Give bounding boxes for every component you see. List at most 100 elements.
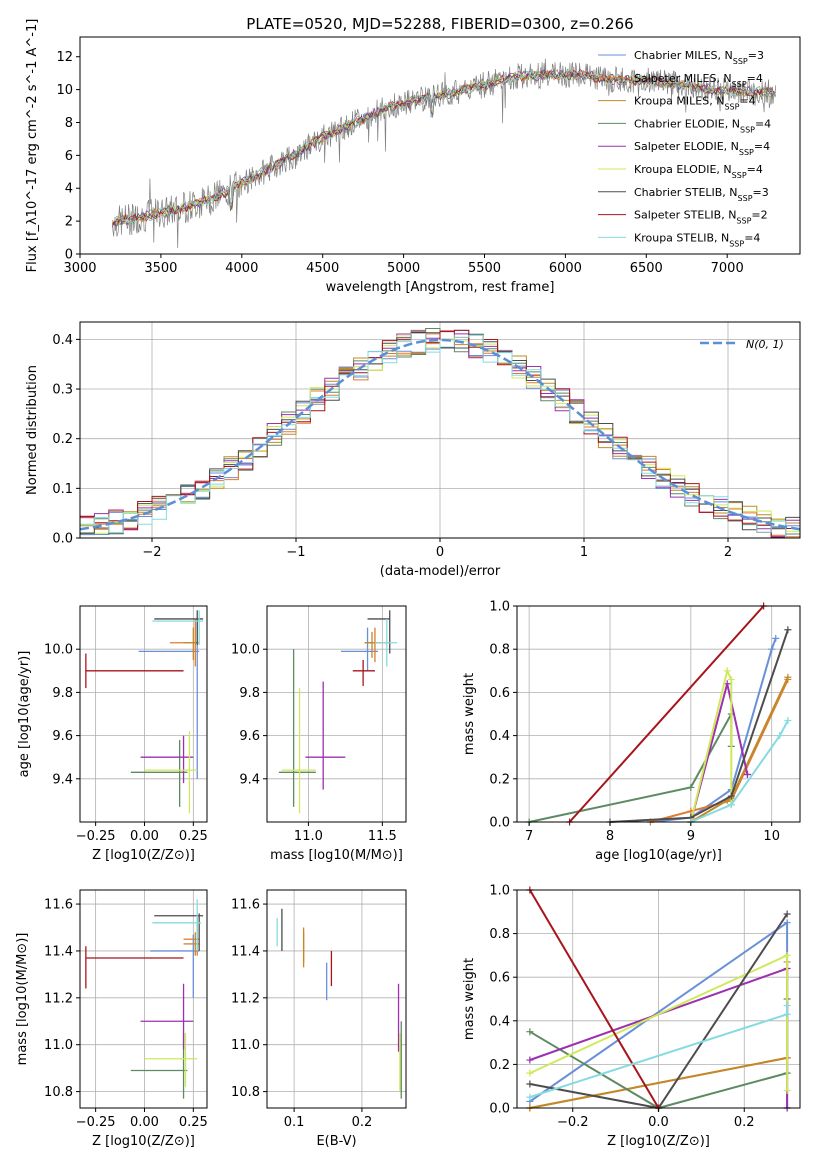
weight-point bbox=[526, 1080, 534, 1088]
errorbar-kroupa-stelib bbox=[152, 610, 204, 645]
weight-point bbox=[723, 667, 731, 675]
y-axis-label: mass weight bbox=[462, 958, 477, 1040]
y-axis-label: age [log10(age/yr)] bbox=[17, 651, 32, 778]
spectrum-panel: 3000 3500 4000 4500 5000 5500 6000 6500 7000 0 2 4 6… bbox=[25, 19, 801, 295]
weight-point bbox=[727, 675, 735, 683]
axes-frame bbox=[266, 605, 407, 823]
legend-label: Chabrier ELODIE, NSSP=4 bbox=[634, 117, 771, 133]
y-axis-label: mass weight bbox=[462, 673, 477, 755]
y-tick-label: 6 bbox=[65, 149, 73, 164]
axes-frame bbox=[516, 605, 801, 823]
y-tick-label: 11.4 bbox=[44, 944, 73, 959]
x-tick-label: 0.1 bbox=[284, 1115, 305, 1130]
y-axis-label: Normed distribution bbox=[25, 365, 40, 495]
weight-point bbox=[526, 1028, 534, 1036]
x-tick-label: 10 bbox=[763, 829, 780, 844]
model-spectrum-chabrier-elodie bbox=[112, 68, 776, 226]
errorbar-kroupa-elodie bbox=[144, 1032, 198, 1087]
x-tick-label: 0.25 bbox=[179, 1115, 208, 1130]
y-tick-label: 0.2 bbox=[52, 432, 73, 447]
weight-vs-age-panel: 7 8 9 10 0.0 0.2 0.4 0.6 0.8 1.0 age [log10(age/yr… bbox=[462, 600, 801, 863]
y-tick-label: 8 bbox=[65, 116, 73, 131]
weights-kroupa-miles bbox=[687, 673, 792, 826]
errorbar-chabrier-elodie bbox=[278, 649, 316, 807]
age-vs-mass-panel: 11.0 11.5 9.4 9.6 9.8 10.0 mass [log10(M/M⊙)] bbox=[231, 605, 407, 863]
errorbar-chabrier-stelib bbox=[154, 610, 204, 645]
weights-kroupa-stelib bbox=[526, 1002, 791, 1101]
errorbar-chabrier-stelib bbox=[367, 610, 391, 654]
errorbar-salpeter-stelib bbox=[352, 660, 375, 686]
errorbar-salpeter-stelib bbox=[85, 653, 184, 689]
errorbar-kroupa-miles bbox=[183, 627, 198, 660]
weight-point bbox=[743, 770, 751, 778]
x-axis-label: wavelength [Angstrom, rest frame] bbox=[326, 280, 555, 295]
weight-point bbox=[783, 919, 791, 927]
y-tick-label: 0.0 bbox=[489, 816, 510, 831]
weight-line bbox=[528, 713, 733, 823]
x-axis-label: Z [log10(Z/Z⊙)] bbox=[607, 1134, 710, 1149]
axes-frame bbox=[79, 605, 208, 823]
x-axis-label: mass [log10(M/M⊙)] bbox=[270, 848, 403, 863]
errorbar-chabrier-miles bbox=[138, 618, 200, 779]
y-tick-label: 11.2 bbox=[44, 991, 73, 1006]
legend-label: Kroupa ELODIE, NSSP=4 bbox=[634, 163, 763, 180]
legend-label: Kroupa STELIB, NSSP=4 bbox=[634, 231, 760, 248]
weight-point bbox=[784, 673, 792, 681]
errorbar-kroupa-stelib bbox=[374, 618, 398, 667]
errorbar-chabrier-stelib bbox=[154, 913, 204, 951]
errorbar-salpeter-stelib bbox=[85, 946, 184, 989]
weight-point bbox=[784, 716, 792, 724]
weight-point bbox=[727, 801, 735, 809]
y-tick-label: 9.4 bbox=[239, 772, 260, 787]
errorbar-kroupa-elodie bbox=[281, 688, 316, 814]
errorbar-salpeter-elodie bbox=[140, 735, 194, 784]
x-tick-label: 2 bbox=[724, 545, 732, 560]
y-tick-label: 2 bbox=[65, 215, 73, 230]
residuals-panel: −2 −1 0 1 2 0.0 0.1 0.2 0.3 0.4 (data-model)/error… bbox=[25, 321, 801, 579]
x-tick-label: 6000 bbox=[549, 261, 582, 276]
weights-chabrier-stelib bbox=[606, 626, 792, 826]
y-tick-label: 0.0 bbox=[52, 532, 73, 547]
y-tick-label: 0 bbox=[65, 248, 73, 263]
errorbar-kroupa-miles bbox=[364, 631, 380, 658]
y-tick-label: 0.2 bbox=[489, 772, 510, 787]
y-tick-label: 0.1 bbox=[52, 482, 73, 497]
axes-frame bbox=[79, 889, 208, 1109]
y-tick-label: 0.4 bbox=[489, 1014, 510, 1029]
x-tick-label: 4000 bbox=[225, 261, 258, 276]
weight-point bbox=[784, 626, 792, 634]
y-tick-label: 0.6 bbox=[489, 971, 510, 986]
errorbar-chabrier-miles bbox=[150, 934, 200, 998]
y-tick-label: 9.8 bbox=[52, 686, 73, 701]
weight-point bbox=[526, 1093, 534, 1101]
y-tick-label: 11.6 bbox=[231, 898, 260, 913]
x-tick-label: 0.0 bbox=[648, 1115, 669, 1130]
x-tick-label: 0.2 bbox=[352, 1115, 373, 1130]
y-tick-label: 10.0 bbox=[44, 643, 73, 658]
errorbar-kroupa-stelib bbox=[152, 899, 202, 951]
mass-vs-metallicity-panel: −0.25 0.00 0.25 10.8 11.0 11.2 11.4 11.6 Z [log1… bbox=[15, 889, 208, 1149]
x-axis-label: age [log10(age/yr)] bbox=[595, 848, 722, 863]
y-tick-label: 1.0 bbox=[489, 600, 510, 615]
x-tick-label: 7000 bbox=[711, 261, 744, 276]
x-tick-label: 0.00 bbox=[130, 829, 159, 844]
x-tick-label: 5500 bbox=[468, 261, 501, 276]
errorbar-salpeter-elodie bbox=[140, 983, 194, 1050]
y-tick-label: 11.0 bbox=[231, 1038, 260, 1053]
y-tick-label: 11.2 bbox=[231, 991, 260, 1006]
mass-vs-ebv-panel: 0.1 0.2 10.8 11.0 11.2 11.4 11.6 E(B-V) bbox=[231, 889, 407, 1149]
age-vs-metallicity-panel: −0.25 0.00 0.25 9.4 9.6 9.8 10.0 Z [log10(Z/Z⊙)… bbox=[17, 605, 208, 863]
weight-line bbox=[609, 629, 789, 823]
y-tick-label: 10 bbox=[56, 83, 73, 98]
x-tick-label: −0.25 bbox=[76, 829, 116, 844]
y-tick-label: 0.8 bbox=[489, 643, 510, 658]
y-tick-label: 10.8 bbox=[44, 1085, 73, 1100]
y-tick-label: 0.8 bbox=[489, 927, 510, 942]
y-axis-label: mass [log10(M/M⊙)] bbox=[15, 933, 30, 1066]
legend-label: Chabrier MILES, NSSP=3 bbox=[634, 49, 764, 66]
x-tick-label: 4500 bbox=[306, 261, 339, 276]
weight-point bbox=[772, 634, 780, 642]
errorbar-kroupa-miles bbox=[183, 932, 200, 956]
weight-point bbox=[687, 783, 695, 791]
errorbar-chabrier-elodie bbox=[130, 1032, 188, 1099]
